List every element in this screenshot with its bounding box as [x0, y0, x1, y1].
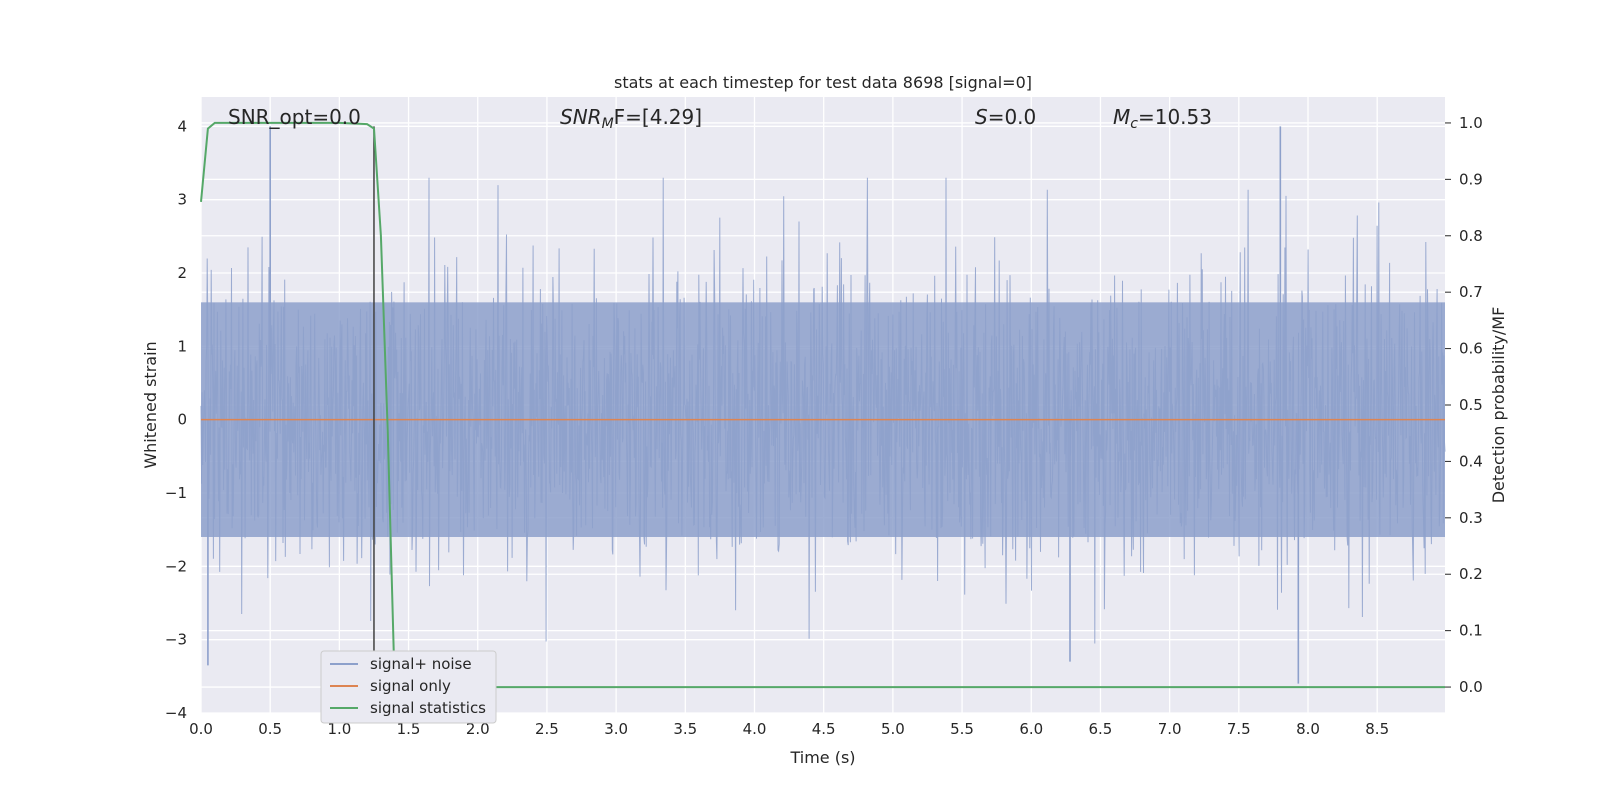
snr-mf-symbol: SNR [560, 105, 602, 129]
y-axis-label-left: Whitened strain [141, 341, 160, 468]
y-right-tick-label: 0.2 [1459, 565, 1483, 583]
y-right-tick-label: 0.7 [1459, 283, 1483, 301]
x-tick-label: 3.0 [604, 720, 628, 738]
x-tick-label: 2.0 [466, 720, 490, 738]
y-left-tick-label: 4 [177, 117, 187, 135]
annotation-snr-mf: SNRMF=[4.29] [560, 105, 702, 132]
x-tick-label: 8.0 [1296, 720, 1320, 738]
annotation-snr-opt: SNR_opt=0.0 [228, 105, 361, 129]
x-tick-label: 7.0 [1158, 720, 1182, 738]
x-axis-label: Time (s) [789, 748, 855, 767]
s-symbol: S [975, 105, 988, 129]
legend: signal+ noise signal only signal statist… [320, 650, 497, 724]
x-tick-label: 8.5 [1365, 720, 1389, 738]
x-tick-label: 7.5 [1227, 720, 1251, 738]
legend-box [320, 650, 497, 724]
snr-mf-subscript: M [602, 116, 614, 132]
x-tick-label: 6.5 [1089, 720, 1113, 738]
legend-label-signal: signal only [370, 677, 451, 695]
y-left-tick-label: −3 [165, 631, 187, 649]
mc-value: =10.53 [1138, 105, 1212, 129]
y-axis-label-right: Detection probability/MF [1489, 307, 1508, 504]
y-right-tick-label: 1.0 [1459, 114, 1483, 132]
x-tick-label: 5.5 [950, 720, 974, 738]
y-left-tick-label: 2 [177, 264, 187, 282]
x-tick-label: 6.0 [1019, 720, 1043, 738]
x-tick-label: 3.5 [673, 720, 697, 738]
y-right-tick-label: 0.1 [1459, 622, 1483, 640]
y-left-tick-label: 1 [177, 337, 187, 355]
s-value: =0.0 [988, 105, 1037, 129]
y-right-tick-label: 0.4 [1459, 452, 1483, 470]
annotation-s: S=0.0 [975, 105, 1036, 129]
chart-title: stats at each timestep for test data 869… [614, 73, 1032, 92]
series-signal-statistics [200, 121, 1445, 689]
snr-mf-value: F=[4.29] [614, 105, 702, 129]
y-left-tick-label: −4 [165, 704, 187, 722]
x-tick-label: 5.0 [881, 720, 905, 738]
y-left-tick-label: −1 [165, 484, 187, 502]
mc-symbol: M [1113, 105, 1130, 129]
y-right-tick-label: 0.8 [1459, 227, 1483, 245]
x-tick-label: 1.0 [327, 720, 351, 738]
y-right-tick-label: 0.9 [1459, 170, 1483, 188]
legend-label-stats: signal statistics [370, 699, 486, 717]
x-tick-label: 4.5 [812, 720, 836, 738]
y-right-tick-label: 0.6 [1459, 340, 1483, 358]
y-left-tick-label: −2 [165, 557, 187, 575]
y-left-tick-label: 3 [177, 191, 187, 209]
mc-subscript: c [1130, 116, 1138, 132]
y-right-tick-label: 0.5 [1459, 396, 1483, 414]
legend-label-noise: signal+ noise [370, 655, 472, 673]
line-series [200, 121, 1445, 713]
ticks: 0.0 0.5 1.0 1.5 2.0 2.5 3.0 3.5 4.0 4.5 5.0 5.5 6.0 6… [165, 114, 1483, 738]
y-right-tick-label: 0.0 [1459, 678, 1483, 696]
x-tick-label: 0.0 [189, 720, 213, 738]
x-tick-label: 1.5 [397, 720, 421, 738]
y-left-tick-label: 0 [177, 411, 187, 429]
annotation-mc: Mc=10.53 [1113, 105, 1212, 132]
x-tick-label: 4.0 [743, 720, 767, 738]
y-right-tick-label: 0.3 [1459, 509, 1483, 527]
x-tick-label: 0.5 [258, 720, 282, 738]
x-tick-label: 2.5 [535, 720, 559, 738]
